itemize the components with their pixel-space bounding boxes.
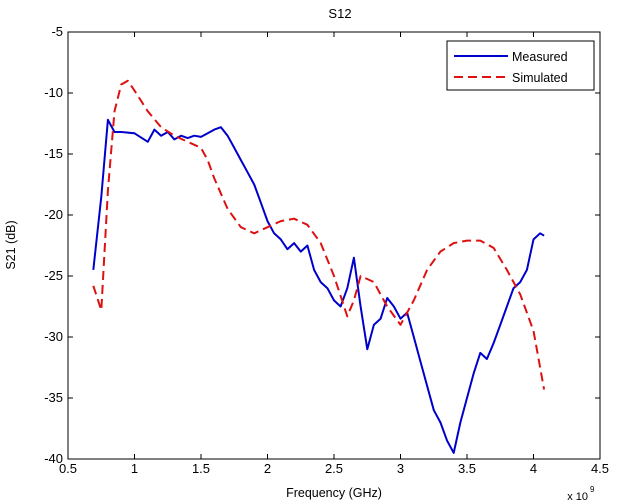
x-axis-tick-labels: 0.5 1 1.5 2 2.5 3 3.5 4 4.5 [59,461,609,476]
legend-label-simulated: Simulated [512,71,568,85]
series-line-measured [92,118,545,454]
chart-title: S12 [328,6,351,21]
x-tick-label: 2 [264,461,271,476]
y-tick-label: -25 [44,268,63,283]
y-tick-label: -10 [44,85,63,100]
series-line-simulated [92,79,546,390]
x-axis-multiplier-base: x 10 [567,491,588,503]
legend-box [446,40,595,91]
x-tick-label: 1.5 [192,461,210,476]
y-tick-label: -20 [44,207,63,222]
x-tick-label: 4.5 [591,461,609,476]
x-axis-multiplier-exponent: 9 [590,485,595,494]
x-tick-label: 4 [530,461,537,476]
y-tick-label: -5 [51,24,63,39]
legend: Measured Simulated [446,40,595,91]
x-tick-label: 3.5 [458,461,476,476]
x-axis-label: Frequency (GHz) [286,486,382,500]
axis-ticks [67,31,601,460]
x-tick-label: 1 [131,461,138,476]
y-tick-label: -15 [44,146,63,161]
y-tick-label: -35 [44,390,63,405]
y-axis-tick-labels: -5 -10 -15 -20 -25 -30 -35 -40 [44,24,63,466]
x-tick-label: 0.5 [59,461,77,476]
legend-label-measured: Measured [512,50,568,64]
x-tick-label: 2.5 [325,461,343,476]
y-axis-label: S21 (dB) [4,220,18,269]
y-tick-label: -30 [44,329,63,344]
y-tick-label: -40 [44,451,63,466]
series-layer [92,79,546,454]
plot-area [67,31,601,460]
x-tick-label: 3 [397,461,404,476]
